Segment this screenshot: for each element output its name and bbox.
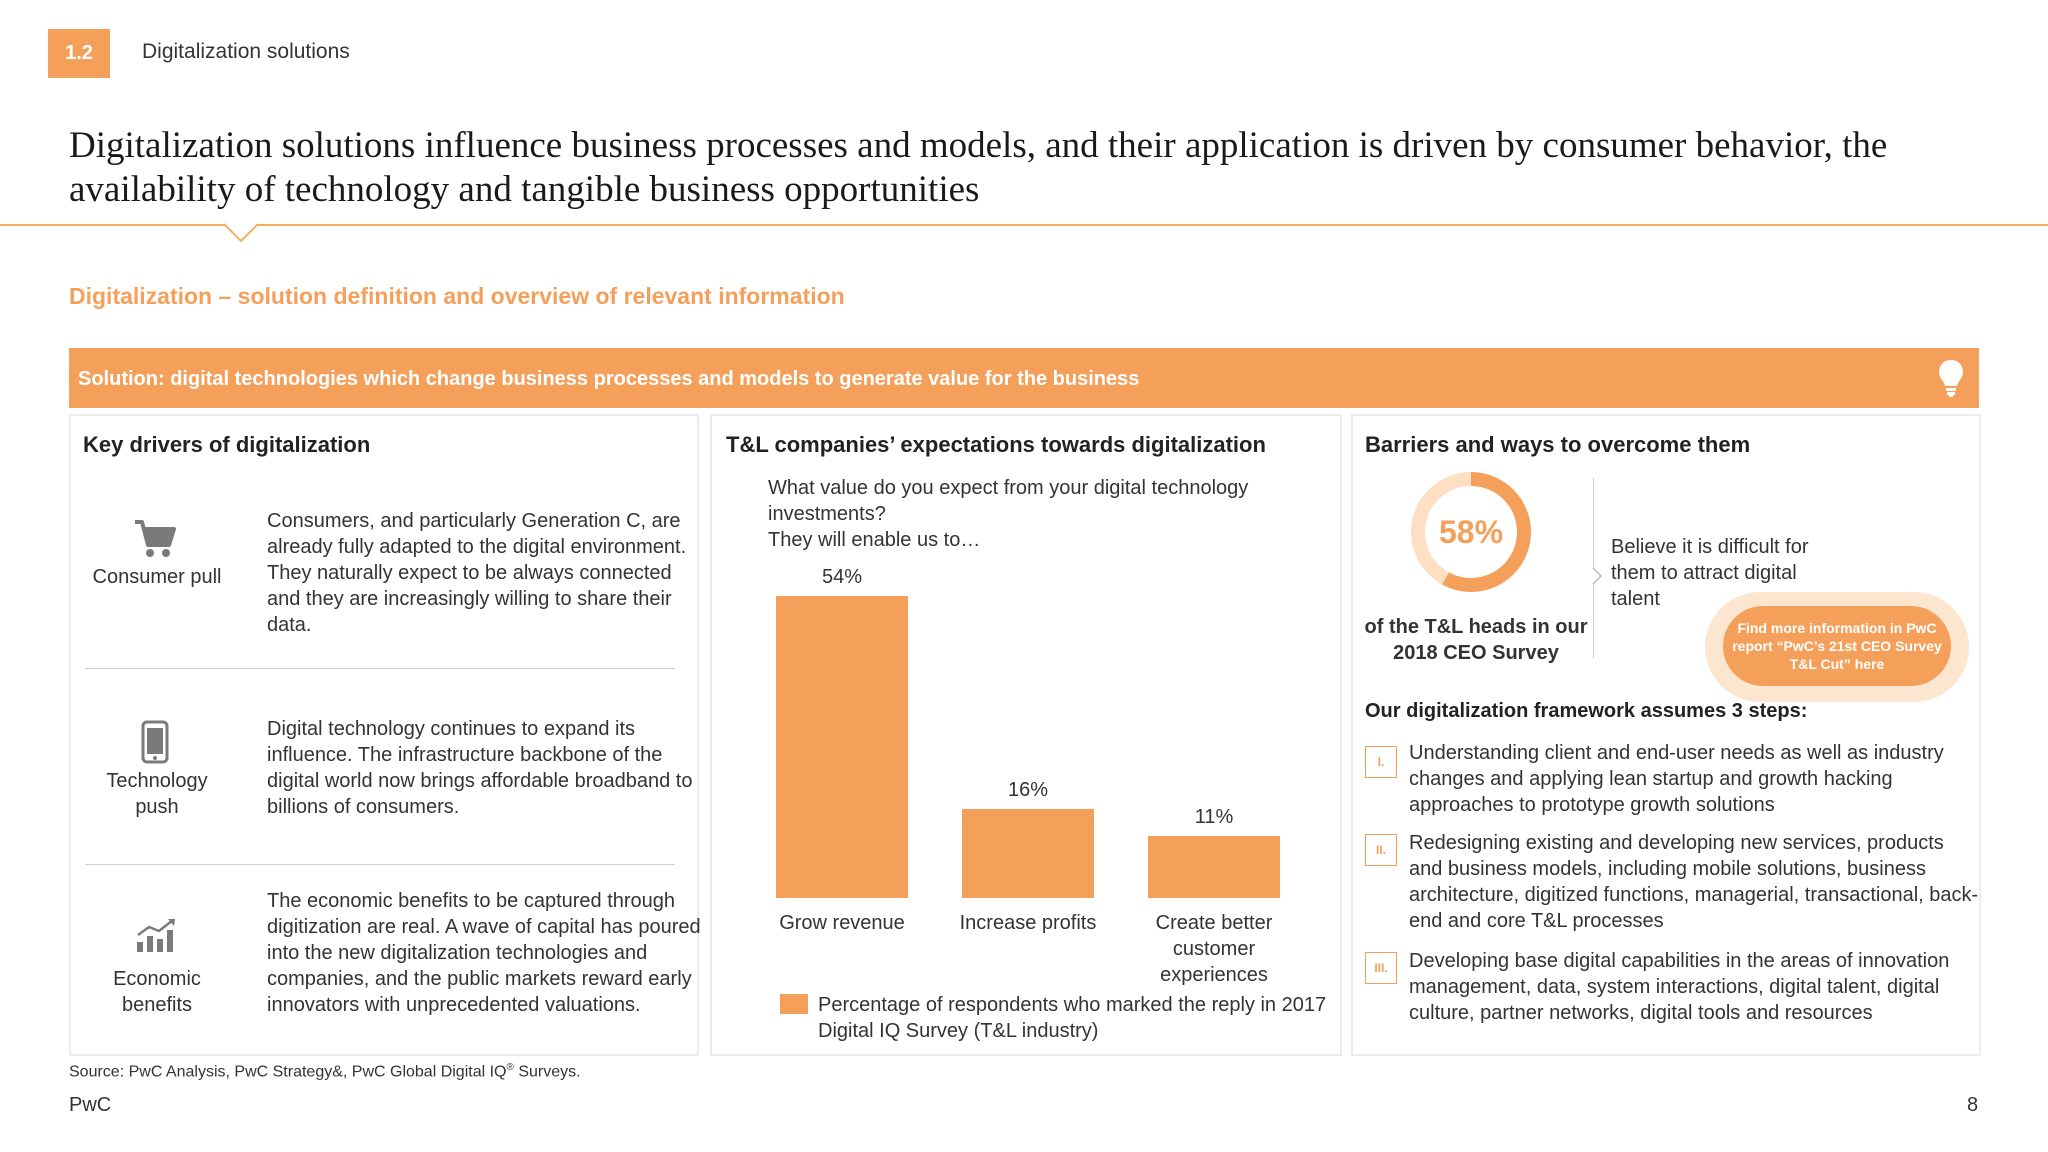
drivers-divider — [85, 668, 675, 669]
divider-notch-icon — [224, 223, 258, 242]
section-number-badge: 1.2 — [48, 29, 110, 78]
driver-text-consumer-pull: Consumers, and particularly Generation C… — [267, 510, 687, 636]
bar-category-label: Create better customer experiences — [1155, 912, 1273, 986]
framework-steps-title: Our digitalization framework assumes 3 s… — [1365, 700, 1808, 722]
bar-category-label: Increase profits — [959, 912, 1097, 934]
percent-ring: 58% — [1411, 472, 1531, 592]
survey-question-line1: What value do you expect from your digit… — [768, 477, 1249, 525]
percent-value: 58% — [1425, 486, 1517, 578]
drivers-panel: Key drivers of digitalization Consumer p… — [69, 414, 701, 1056]
step-text: Developing base digital capabilities in … — [1409, 950, 1950, 1024]
shopping-cart-icon — [135, 520, 176, 557]
legend-swatch — [780, 994, 808, 1014]
page-number: 8 — [1967, 1094, 1979, 1116]
barriers-title: Barriers and ways to overcome them — [1365, 432, 1751, 457]
lightbulb-icon — [1939, 360, 1963, 397]
driver-label-technology-push: Technology push — [106, 770, 208, 818]
drivers-divider — [85, 864, 675, 865]
step-number-badge: III. — [1365, 952, 1397, 984]
page-title: Digitalization solutions influence busin… — [69, 125, 1888, 210]
barriers-panel: Barriers and ways to overcome them 58% o… — [1351, 414, 1981, 1056]
section-subheading: Digitalization – solution definition and… — [69, 283, 845, 309]
expectations-title: T&L companies’ expectations towards digi… — [726, 432, 1266, 457]
ceo-survey-link-button[interactable]: Find more information in PwC report “PwC… — [1723, 606, 1951, 686]
barrier-statement: Believe it is difficult for them to attr… — [1611, 536, 1809, 610]
step-text: Redesigning existing and developing new … — [1409, 832, 1979, 932]
source-note: Source: PwC Analysis, PwC Strategy&, PwC… — [69, 1062, 581, 1081]
chart-bar — [776, 596, 908, 898]
smartphone-icon — [141, 720, 169, 764]
step-text: Understanding client and end-user needs … — [1409, 742, 1944, 816]
source-suffix: Surveys. — [513, 1063, 581, 1081]
chevron-right-icon — [1592, 567, 1603, 585]
solution-banner-text: Solution: digital technologies which cha… — [78, 368, 1140, 390]
bar-value-label: 11% — [1194, 806, 1234, 829]
survey-question: What value do you expect from your digit… — [768, 475, 1328, 553]
growth-chart-icon — [137, 919, 175, 952]
section-name: Digitalization solutions — [142, 40, 350, 63]
brand-name: PwC — [69, 1094, 112, 1116]
expectations-panel: T&L companies’ expectations towards digi… — [710, 414, 1342, 1056]
percent-caption: of the T&L heads in our 2018 CEO Survey — [1364, 616, 1588, 664]
step-number-badge: II. — [1365, 834, 1397, 866]
bar-category-label: Grow revenue — [779, 912, 905, 934]
step-number-badge: I. — [1365, 746, 1397, 778]
driver-label-consumer-pull: Consumer pull — [92, 566, 222, 588]
driver-label-economic-benefits: Economic benefits — [113, 968, 201, 1016]
bar-value-label: 54% — [821, 566, 863, 588]
bar-value-label: 16% — [1007, 778, 1049, 801]
solution-banner: Solution: digital technologies which cha… — [69, 348, 1979, 408]
survey-question-line2: They will enable us to… — [768, 529, 981, 551]
title-divider — [0, 224, 2048, 226]
registered-mark: ® — [506, 1062, 514, 1073]
driver-text-economic-benefits: The economic benefits to be captured thr… — [267, 890, 701, 1016]
driver-text-technology-push: Digital technology continues to expand i… — [267, 718, 693, 818]
legend-text: Percentage of respondents who marked the… — [818, 994, 1327, 1042]
chart-bar — [962, 808, 1094, 898]
drivers-title: Key drivers of digitalization — [83, 432, 371, 457]
source-prefix: Source: PwC Analysis, PwC Strategy&, PwC… — [69, 1063, 507, 1081]
chart-bar — [1148, 836, 1280, 898]
